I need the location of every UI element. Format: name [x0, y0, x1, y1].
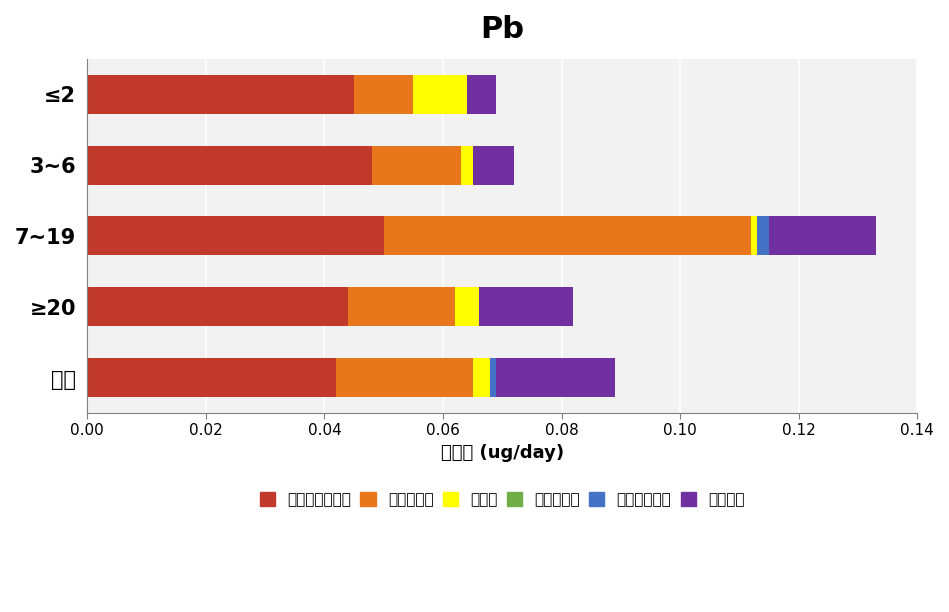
- Bar: [473, 146, 514, 185]
- Bar: [455, 287, 478, 326]
- Bar: [757, 217, 769, 255]
- Bar: [473, 358, 491, 397]
- Bar: [87, 358, 336, 397]
- Bar: [372, 146, 461, 185]
- Bar: [87, 146, 372, 185]
- Bar: [496, 358, 615, 397]
- Bar: [336, 358, 473, 397]
- Bar: [752, 217, 757, 255]
- Bar: [461, 146, 473, 185]
- Bar: [354, 75, 414, 114]
- Bar: [769, 217, 876, 255]
- Bar: [87, 287, 348, 326]
- X-axis label: 노출량 (ug/day): 노출량 (ug/day): [440, 444, 564, 462]
- Bar: [87, 75, 354, 114]
- Bar: [383, 217, 752, 255]
- Bar: [414, 75, 467, 114]
- Bar: [467, 75, 496, 114]
- Legend: 과일체소류음료, 탄산음료류, 두유류, 발효음료류, 인삼홈삼음료, 기타음료: 과일체소류음료, 탄산음료류, 두유류, 발효음료류, 인삼홈삼음료, 기타음료: [252, 484, 753, 515]
- Title: Pb: Pb: [480, 15, 524, 44]
- Bar: [478, 287, 573, 326]
- Bar: [87, 217, 383, 255]
- Bar: [491, 358, 496, 397]
- Bar: [348, 287, 455, 326]
